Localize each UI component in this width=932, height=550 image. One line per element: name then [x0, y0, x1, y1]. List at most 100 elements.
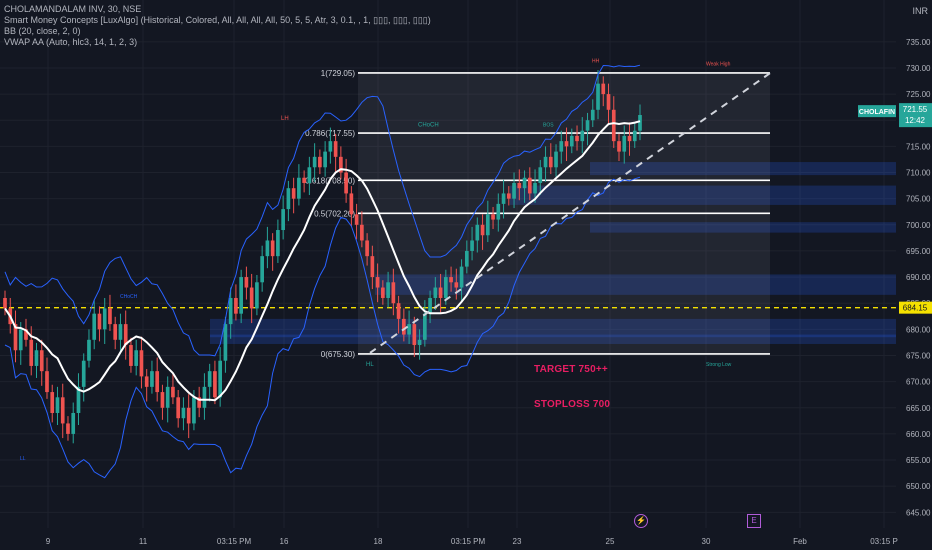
candle-body[interactable] — [548, 156, 553, 168]
earnings-event-icon[interactable]: E — [747, 514, 761, 528]
candle-body[interactable] — [349, 193, 354, 215]
order-block-zone[interactable] — [375, 274, 896, 295]
candle-body[interactable] — [239, 277, 243, 314]
candle-body[interactable] — [302, 177, 306, 183]
candle-body[interactable] — [181, 407, 186, 419]
candle-body[interactable] — [160, 392, 165, 408]
candle-body[interactable] — [501, 193, 506, 204]
candle-body[interactable] — [538, 167, 543, 183]
candle-body[interactable] — [244, 277, 249, 288]
candle-body[interactable] — [464, 250, 469, 267]
candle-body[interactable] — [575, 135, 579, 142]
candle-body[interactable] — [328, 141, 333, 152]
candle-body[interactable] — [480, 224, 485, 236]
legend-smc-indicator[interactable]: Smart Money Concepts [LuxAlgo] (Historic… — [4, 15, 431, 25]
candle-body[interactable] — [218, 360, 223, 398]
candle-body[interactable] — [134, 350, 139, 366]
candle-body[interactable] — [606, 94, 611, 110]
candle-body[interactable] — [123, 324, 128, 346]
candle-body[interactable] — [386, 282, 390, 298]
candle-body[interactable] — [60, 397, 65, 424]
candle-body[interactable] — [207, 371, 212, 387]
candle-body[interactable] — [522, 177, 527, 189]
candle-body[interactable] — [129, 345, 133, 366]
candle-body[interactable] — [318, 156, 322, 168]
candle-body[interactable] — [312, 156, 317, 168]
candle-body[interactable] — [276, 230, 280, 257]
candle-body[interactable] — [527, 177, 532, 194]
candle-body[interactable] — [512, 182, 516, 199]
candle-body[interactable] — [50, 392, 55, 413]
candle-body[interactable] — [144, 376, 149, 387]
candle-body[interactable] — [34, 350, 39, 366]
candle-body[interactable] — [402, 318, 406, 335]
order-block-zone[interactable] — [590, 222, 896, 233]
candle-body[interactable] — [559, 141, 564, 152]
candle-body[interactable] — [443, 277, 448, 298]
candle-body[interactable] — [213, 371, 217, 398]
candle-body[interactable] — [339, 156, 343, 173]
candle-body[interactable] — [391, 282, 396, 304]
legend-vwap-indicator[interactable]: VWAP AA (Auto, hlc3, 14, 1, 2, 3) — [4, 37, 138, 47]
candle-body[interactable] — [590, 109, 595, 121]
candle-body[interactable] — [638, 115, 642, 131]
order-block-zone[interactable] — [210, 318, 896, 338]
trend-line[interactable] — [369, 72, 771, 354]
candle-body[interactable] — [139, 350, 144, 377]
candle-body[interactable] — [459, 266, 464, 288]
candle-body[interactable] — [260, 256, 264, 283]
candle-body[interactable] — [29, 339, 34, 366]
candle-body[interactable] — [496, 203, 501, 220]
candle-body[interactable] — [102, 308, 107, 330]
candle-body[interactable] — [632, 130, 637, 142]
candle-body[interactable] — [475, 224, 480, 241]
candle-body[interactable] — [24, 329, 28, 340]
candle-body[interactable] — [55, 397, 60, 413]
candle-body[interactable] — [234, 297, 238, 314]
candle-body[interactable] — [517, 182, 522, 189]
candle-body[interactable] — [344, 172, 348, 194]
candle-body[interactable] — [228, 297, 233, 325]
candle-body[interactable] — [155, 371, 160, 393]
candle-body[interactable] — [223, 324, 228, 361]
candle-body[interactable] — [428, 297, 432, 314]
stoploss-annotation[interactable]: STOPLOSS 700 — [534, 399, 611, 410]
bollinger-lower-band[interactable] — [4, 176, 641, 479]
candle-body[interactable] — [470, 240, 474, 251]
candle-body[interactable] — [291, 188, 296, 199]
candle-body[interactable] — [92, 313, 97, 340]
candle-body[interactable] — [412, 324, 417, 346]
candle-body[interactable] — [281, 209, 285, 231]
candle-body[interactable] — [365, 240, 369, 257]
candle-body[interactable] — [39, 350, 44, 372]
legend-symbol[interactable]: CHOLAMANDALAM INV, 30, NSE — [4, 4, 142, 14]
candle-body[interactable] — [297, 177, 301, 199]
candle-body[interactable] — [491, 214, 495, 220]
last-price-tag[interactable] — [899, 103, 932, 128]
legend-bb-indicator[interactable]: BB (20, close, 2, 0) — [4, 26, 81, 36]
candle-body[interactable] — [45, 371, 49, 393]
candle-body[interactable] — [150, 371, 154, 387]
candle-body[interactable] — [407, 324, 411, 335]
candle-body[interactable] — [617, 141, 621, 152]
bollinger-upper-band[interactable] — [4, 64, 641, 357]
candle-body[interactable] — [396, 303, 401, 319]
candle-body[interactable] — [381, 287, 385, 298]
candle-body[interactable] — [192, 397, 196, 424]
candle-body[interactable] — [433, 287, 438, 298]
candle-body[interactable] — [255, 282, 259, 309]
candle-body[interactable] — [18, 329, 23, 351]
candle-body[interactable] — [611, 109, 616, 142]
candle-body[interactable] — [249, 287, 254, 309]
candle-body[interactable] — [485, 214, 490, 236]
candle-body[interactable] — [449, 277, 453, 283]
candle-body[interactable] — [438, 287, 443, 298]
candle-body[interactable] — [171, 386, 175, 398]
candle-body[interactable] — [81, 360, 86, 387]
candle-body[interactable] — [197, 397, 202, 408]
candle-body[interactable] — [307, 167, 312, 183]
candle-body[interactable] — [627, 135, 632, 142]
candle-body[interactable] — [87, 339, 91, 361]
candle-body[interactable] — [270, 240, 275, 257]
